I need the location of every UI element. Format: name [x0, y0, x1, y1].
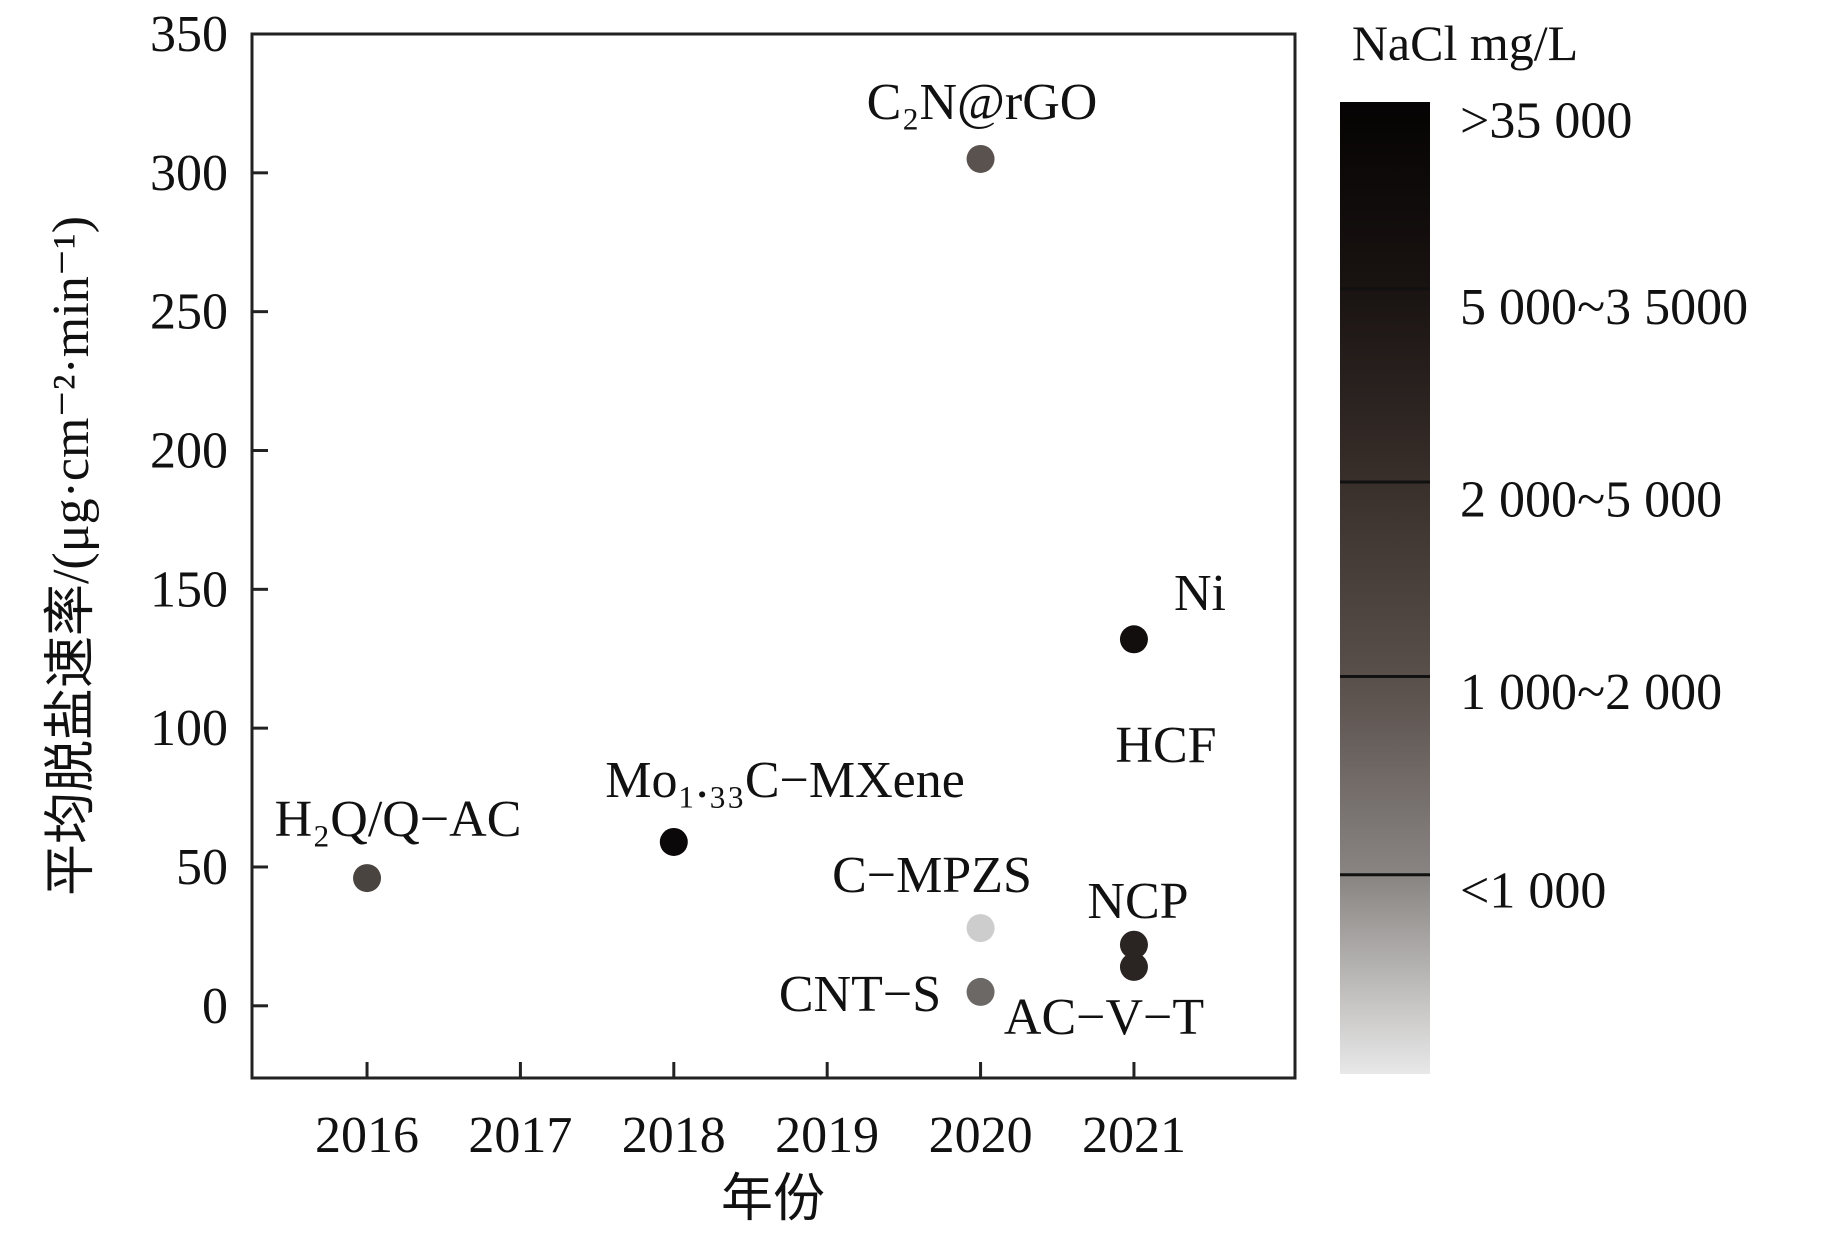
point-label: H₂Q/Q−AC [275, 791, 522, 848]
x-tick-label: 2021 [1082, 1107, 1186, 1164]
colorbar-label: >35 000 [1460, 92, 1632, 149]
plot-area [250, 32, 1297, 1080]
y-axis-title: 平均脱盐速率/(μg·cm⁻²·min⁻¹) [43, 216, 100, 896]
colorbar-label: 5 000~3 5000 [1460, 279, 1748, 336]
y-axis: 0 50 100 150 200 250 300 350 [150, 6, 268, 1035]
y-tick-label: 150 [150, 561, 228, 618]
y-tick-label: 250 [150, 284, 228, 341]
point-label: C₂N@rGO [867, 74, 1098, 131]
x-tick-label: 2019 [775, 1107, 879, 1164]
point-label: Ni [1174, 565, 1226, 622]
point-label: NCP [1087, 873, 1188, 930]
y-tick-label: 50 [176, 839, 228, 896]
point-label: C−MPZS [832, 847, 1032, 904]
x-tick-label: 2020 [929, 1107, 1033, 1164]
point-label: Mo₁.₃₃C−MXene [605, 752, 965, 809]
y-tick-label: 100 [150, 700, 228, 757]
y-tick-label: 350 [150, 6, 228, 63]
data-point [659, 827, 688, 856]
y-tick-label: 0 [202, 978, 228, 1035]
data-points [353, 144, 1148, 1006]
point-label: HCF [1115, 717, 1216, 774]
x-axis-title: 年份 [721, 1171, 825, 1228]
y-tick-label: 300 [150, 145, 228, 202]
point-labels: H₂Q/Q−AC Mo₁.₃₃C−MXene C₂N@rGO C−MPZS CNT−S N… [275, 74, 1226, 1046]
data-point [966, 144, 995, 173]
x-axis: 2016 2017 2018 2019 2020 2021 [315, 1062, 1186, 1164]
x-tick-label: 2017 [468, 1107, 572, 1164]
x-tick-label: 2016 [315, 1107, 419, 1164]
data-point [1119, 930, 1148, 959]
data-point [966, 914, 995, 943]
data-point [353, 864, 382, 893]
data-point [1119, 625, 1148, 654]
plot-frame [250, 32, 1297, 1080]
colorbar-gradient [1340, 102, 1430, 1074]
colorbar: NaCl mg/L >35 000 5 000~3 5000 2 000~5 000… [1340, 15, 1748, 1074]
colorbar-label: 2 000~5 000 [1460, 472, 1722, 529]
point-label: CNT−S [779, 966, 941, 1023]
x-tick-label: 2018 [622, 1107, 726, 1164]
data-point [966, 977, 995, 1006]
y-tick-label: 200 [150, 422, 228, 479]
colorbar-label: 1 000~2 000 [1460, 664, 1722, 721]
data-point [1119, 952, 1148, 981]
colorbar-label: <1 000 [1460, 862, 1606, 919]
colorbar-title: NaCl mg/L [1352, 15, 1578, 71]
point-label: AC−V−T [1004, 989, 1204, 1046]
